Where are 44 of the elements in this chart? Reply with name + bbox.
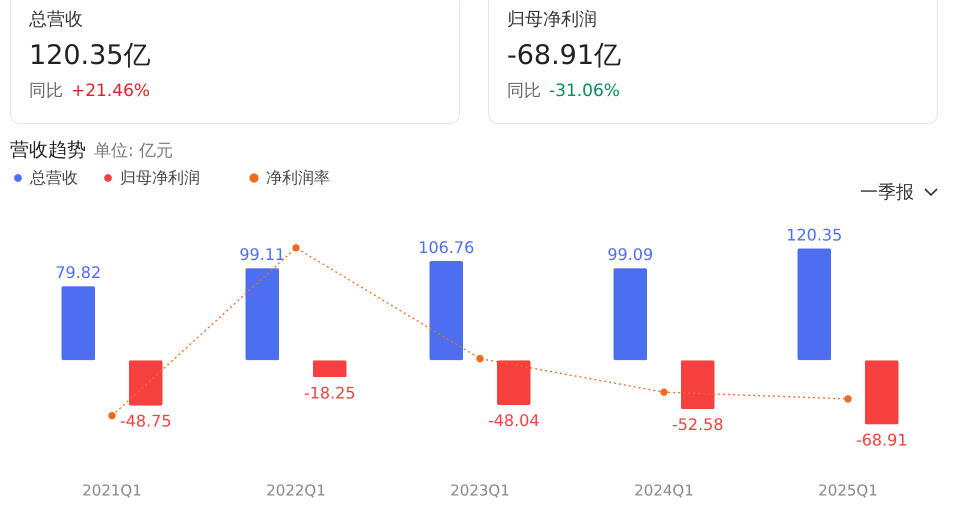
data-label: 99.09	[607, 245, 654, 264]
bar	[797, 248, 832, 360]
bar	[128, 360, 163, 406]
data-label: -68.91	[856, 430, 908, 450]
point	[476, 354, 484, 362]
point	[844, 395, 852, 403]
x-tick-label: 2023Q1	[450, 482, 510, 500]
text: 同比	[29, 81, 63, 101]
point	[108, 412, 116, 420]
text: -68.91亿	[507, 39, 622, 73]
bar	[496, 360, 531, 405]
x-tick-label: 2024Q1	[634, 482, 694, 500]
data-label: -48.75	[120, 412, 172, 431]
bar	[312, 360, 347, 378]
text: 总营收	[29, 8, 84, 31]
text: 归母净利润	[507, 8, 598, 31]
chart-title: 营收趋势	[10, 139, 86, 161]
x-tick-label: 2025Q1	[818, 482, 878, 500]
x-tick-label: 2021Q1	[82, 482, 142, 500]
bar	[429, 261, 464, 360]
text: -31.06%	[549, 81, 620, 101]
bar	[864, 360, 899, 424]
bar	[61, 286, 96, 360]
data-label: 79.82	[55, 263, 102, 282]
data-label: -52.58	[672, 415, 724, 434]
data-label: 120.35	[786, 225, 842, 244]
text: +21.46%	[71, 81, 150, 101]
data-label: 106.76	[418, 238, 474, 258]
data-label: -18.25	[304, 383, 356, 402]
bar	[245, 268, 280, 360]
legend-label: 归母净利润	[120, 168, 200, 187]
point	[292, 244, 300, 252]
legend-label: 净利润率	[266, 168, 330, 187]
data-label: -48.04	[488, 410, 540, 430]
x-tick-label: 2022Q1	[266, 482, 326, 500]
bar	[613, 268, 648, 360]
data-label: 99.11	[239, 245, 286, 264]
text: 120.35亿	[29, 39, 152, 73]
chart-subtitle: 单位: 亿元	[94, 141, 174, 161]
legend-label: 总营收	[29, 168, 78, 187]
text: 一季报	[860, 181, 914, 204]
text: 同比	[507, 81, 541, 101]
bar	[680, 360, 715, 410]
point	[660, 388, 668, 396]
